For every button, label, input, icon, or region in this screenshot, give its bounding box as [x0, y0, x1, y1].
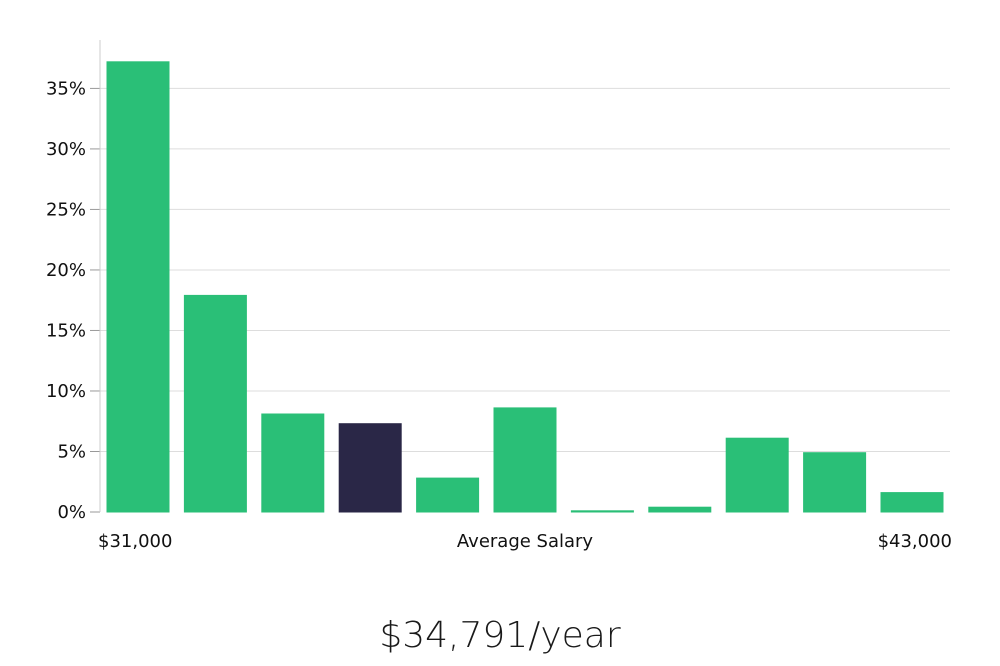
salary-distribution-chart: 0% 5% 10% 15% 20% 25% 30% 35% $31,000 Average S…	[46, 40, 952, 552]
y-tick-label: 0%	[57, 502, 86, 523]
histogram-bar	[570, 510, 634, 513]
histogram-bar-highlighted	[338, 423, 402, 513]
histogram-bar	[803, 452, 867, 513]
y-tick-label: 25%	[46, 199, 86, 220]
histogram-bar	[725, 437, 789, 513]
histogram-bar	[261, 413, 325, 513]
y-tick-label: 20%	[46, 260, 86, 281]
bars	[106, 61, 944, 513]
histogram-bar	[493, 407, 557, 513]
y-tick-label: 15%	[46, 320, 86, 341]
histogram-bar	[106, 61, 170, 513]
histogram-bar	[880, 492, 944, 513]
y-tick-label: 5%	[57, 441, 86, 462]
histogram-bar	[648, 506, 712, 513]
y-tick-label: 10%	[46, 381, 86, 402]
histogram-bar	[416, 477, 480, 513]
x-axis-title: Average Salary	[457, 531, 594, 552]
x-axis-min-label: $31,000	[98, 531, 172, 552]
average-salary-value: $34,791/year	[379, 615, 621, 656]
y-tick-label: 35%	[46, 78, 86, 99]
x-axis-max-label: $43,000	[878, 531, 952, 552]
histogram-bar	[183, 294, 247, 513]
y-axis-ticks: 0% 5% 10% 15% 20% 25% 30% 35%	[46, 78, 100, 523]
y-tick-label: 30%	[46, 139, 86, 160]
